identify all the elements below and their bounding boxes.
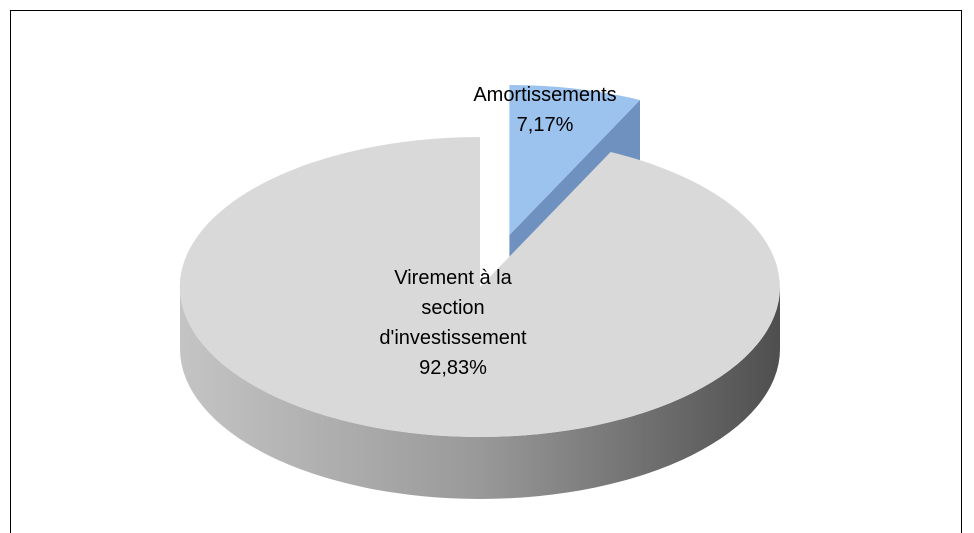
slice xyxy=(179,137,780,437)
value-label: 92,83% xyxy=(419,357,487,379)
slice-side xyxy=(180,287,780,499)
value-label: 7,17% xyxy=(516,114,574,136)
chart-frame xyxy=(10,10,962,533)
slice xyxy=(509,85,640,235)
slice-label: Amortissements 7,17% xyxy=(470,80,620,140)
category-label: Virement à la section d'investissement xyxy=(379,267,527,349)
slice-label: Virement à la section d'investissement 9… xyxy=(360,263,546,383)
category-label: Amortissements xyxy=(473,84,617,106)
